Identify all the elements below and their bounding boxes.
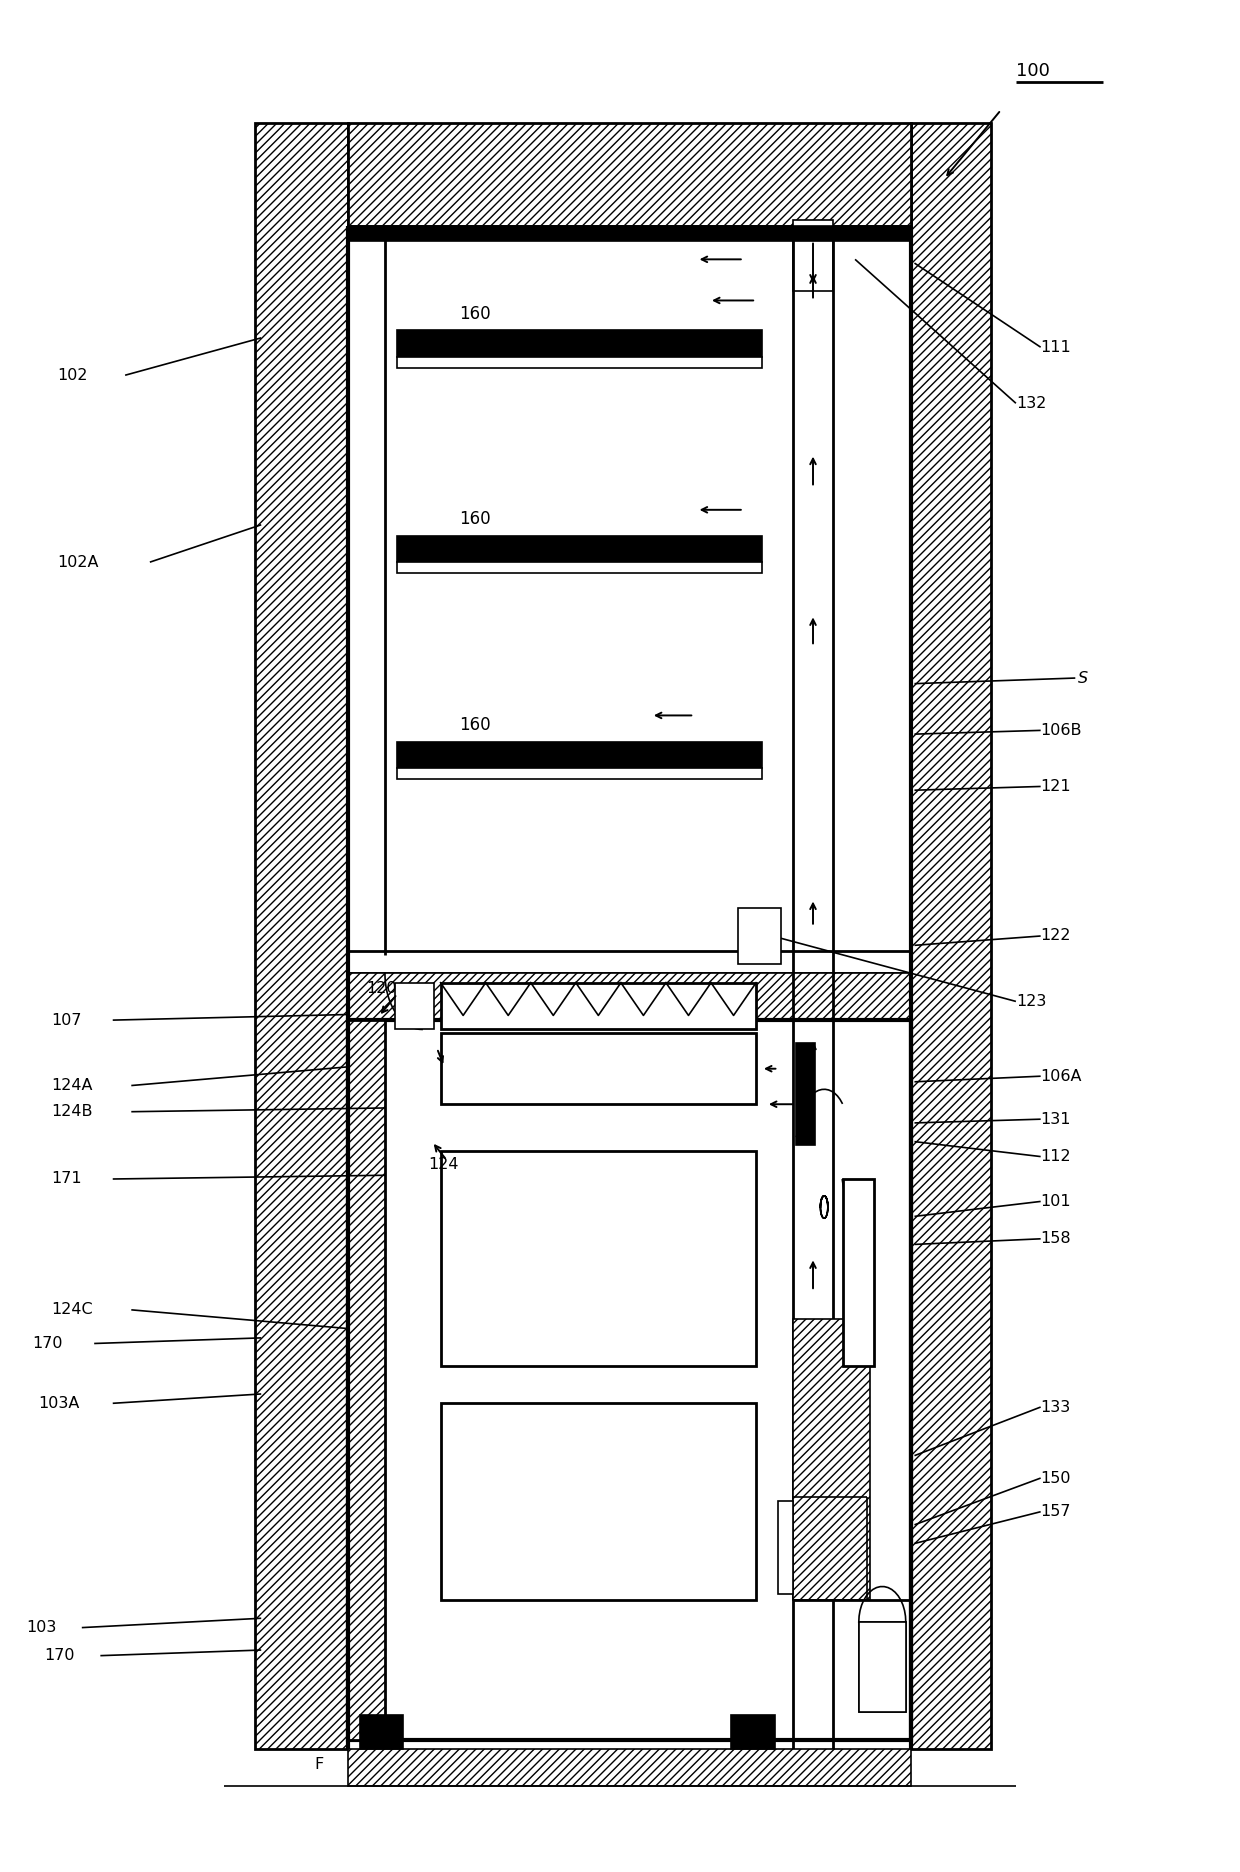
Bar — [394, 983, 434, 1030]
Text: 100: 100 — [1016, 62, 1050, 79]
Bar — [440, 1404, 756, 1599]
Bar — [794, 1320, 870, 1599]
Bar — [347, 1020, 384, 1739]
Bar — [347, 951, 910, 973]
Text: 131: 131 — [1040, 1112, 1071, 1127]
Bar — [397, 535, 763, 562]
Text: 160: 160 — [459, 511, 491, 528]
Bar — [347, 124, 910, 227]
Bar — [440, 983, 756, 1030]
Text: 121: 121 — [1040, 779, 1071, 794]
Text: 133: 133 — [1040, 1400, 1071, 1415]
Bar — [440, 1033, 756, 1104]
Bar — [360, 1715, 403, 1748]
Text: 160: 160 — [459, 305, 491, 322]
Text: 106B: 106B — [1040, 723, 1083, 738]
Bar — [347, 1748, 910, 1786]
Text: 150: 150 — [1040, 1471, 1071, 1486]
Bar — [347, 1020, 910, 1739]
Text: 102A: 102A — [57, 554, 98, 569]
Text: 158: 158 — [1040, 1232, 1071, 1247]
Text: 122: 122 — [1040, 929, 1071, 943]
Text: 106A: 106A — [1040, 1069, 1083, 1084]
Bar — [347, 973, 910, 1020]
Text: 112: 112 — [1040, 1149, 1071, 1164]
Text: 103A: 103A — [38, 1397, 79, 1411]
Bar — [732, 1715, 775, 1748]
Bar — [859, 1621, 905, 1711]
Text: 101: 101 — [1040, 1194, 1071, 1209]
Bar — [779, 1501, 794, 1593]
Text: 103: 103 — [26, 1619, 57, 1634]
Text: 171: 171 — [51, 1172, 82, 1187]
Text: 170: 170 — [32, 1337, 63, 1352]
Bar — [910, 124, 991, 1748]
Bar — [397, 741, 763, 768]
Bar — [397, 768, 763, 779]
Text: 124B: 124B — [51, 1104, 92, 1119]
Bar — [738, 908, 781, 964]
Text: 102: 102 — [57, 367, 88, 382]
Bar — [347, 227, 910, 241]
Bar — [794, 221, 833, 292]
Text: 157: 157 — [1040, 1505, 1071, 1520]
Text: 107: 107 — [51, 1013, 82, 1028]
Text: 124A: 124A — [51, 1078, 92, 1093]
Bar — [397, 562, 763, 573]
Text: 160: 160 — [459, 715, 491, 734]
Bar — [255, 124, 347, 1748]
Bar — [397, 329, 763, 356]
Text: 111: 111 — [1040, 339, 1071, 354]
Text: 123: 123 — [1016, 994, 1047, 1009]
Text: 132: 132 — [1016, 395, 1047, 410]
Bar — [397, 356, 763, 367]
Bar — [859, 1621, 905, 1711]
Text: F: F — [315, 1756, 324, 1771]
Text: S: S — [1078, 670, 1087, 685]
Bar — [843, 1179, 874, 1367]
Bar — [796, 1043, 816, 1146]
Text: 170: 170 — [45, 1647, 76, 1662]
Text: 124: 124 — [428, 1157, 459, 1172]
Text: 124C: 124C — [51, 1303, 93, 1318]
Bar — [440, 1151, 756, 1367]
Text: 120: 120 — [366, 981, 397, 996]
